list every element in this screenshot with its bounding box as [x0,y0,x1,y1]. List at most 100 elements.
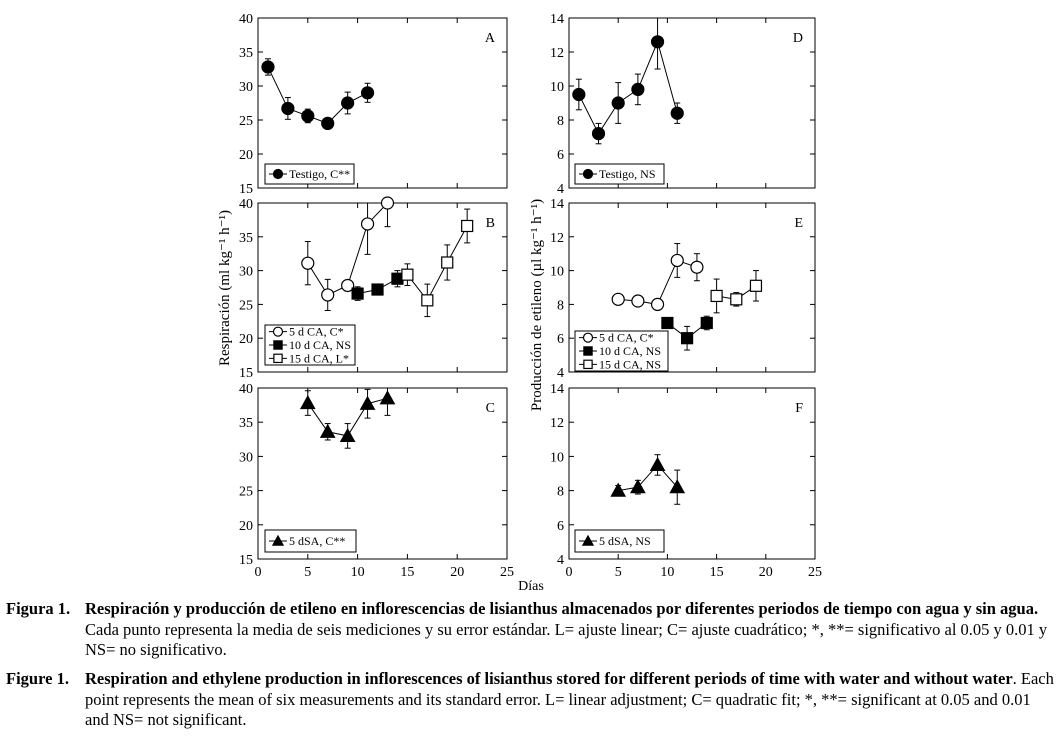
legend: 5 d CA, C*10 d CA, NS15 d CA, L* [265,325,355,366]
legend-marker [274,327,283,336]
y-tick-label: 20 [239,148,253,163]
y-tick-label: 8 [557,485,564,500]
x-tick-label: 20 [450,565,464,580]
y-tick-label: 20 [239,519,253,534]
x-tick-label: 25 [500,565,514,580]
caption-en-label: Figure 1. [6,669,69,690]
x-tick-label: 5 [304,565,311,580]
x-tick-label: 0 [566,565,573,580]
data-point [632,83,644,95]
legend-marker [584,333,593,342]
legend-label: 10 d CA, NS [289,338,351,352]
data-point [422,295,433,306]
panel-letter: F [795,401,803,416]
y-tick-label: 25 [239,485,253,500]
legend-marker [274,341,282,349]
legend-label: 15 d CA, NS [599,357,661,371]
y-tick-label: 12 [550,231,564,246]
data-point [612,97,624,109]
figure-panels: Respiración (ml kg⁻¹ h⁻¹) Producción de … [0,0,1060,600]
legend-label: 5 dSA, NS [599,534,651,548]
y-tick-label: 6 [557,148,564,163]
data-point [731,294,742,305]
data-point [392,273,403,284]
caption-spanish: Figura 1. Respiración y producción de et… [6,599,1056,661]
y-tick-label: 4 [557,366,564,381]
data-point [671,254,683,266]
data-point [662,317,673,328]
panel-f: 4 6 8 10 12 14 0 5 10 15 20 25 F 5 dSA, NS [550,382,822,580]
y-tick-label: 30 [239,450,253,465]
caption-es-label: Figura 1. [6,599,70,620]
y-tick-label: 35 [239,231,253,246]
data-point [612,293,624,305]
y-tick-label: 20 [239,332,253,347]
y-tick-label: 15 [239,182,253,197]
series-line [618,465,677,491]
data-point [361,397,375,410]
y-tick-label: 30 [239,265,253,280]
y-tick-label: 30 [239,80,253,95]
data-point [321,425,335,438]
data-point [362,218,374,230]
legend-marker [274,354,282,362]
data-point [442,257,453,268]
data-point [651,458,665,471]
y-tick-label: 15 [239,366,253,381]
data-point [372,284,383,295]
data-point [701,317,712,328]
y-tick-label: 14 [550,382,564,397]
panel-d: 4 6 8 10 12 14 D Testigo, NS [550,12,815,197]
panel-letter: D [793,31,803,46]
panel-letter: A [485,31,496,46]
y-tick-label: 12 [550,416,564,431]
x-tick-label: 0 [255,565,262,580]
y-tick-label: 25 [239,114,253,129]
x-tick-label: 5 [615,565,622,580]
legend-label: 5 dSA, C** [289,534,345,548]
legend-marker [584,170,593,179]
legend: Testigo, NS [575,164,664,184]
y-axis-label-ethylene: Producción de etileno (µl kg⁻¹ h⁻¹) [529,199,545,411]
data-point [652,298,664,310]
data-point [322,289,334,301]
legend-label: 5 d CA, C* [599,331,654,345]
data-point [691,261,703,273]
x-tick-label: 10 [660,565,674,580]
y-tick-label: 12 [550,46,564,61]
legend: 5 dSA, NS [575,530,664,552]
data-point [671,107,683,119]
panel-letter: B [486,216,495,231]
y-tick-label: 40 [239,382,253,397]
y-tick-label: 40 [239,12,253,27]
data-point [682,333,693,344]
data-point [593,128,605,140]
data-point [352,288,363,299]
legend: 5 d CA, C*10 d CA, NS15 d CA, NS [575,331,668,372]
legend: Testigo, C** [265,164,354,184]
data-point [362,87,374,99]
caption-es-text: Cada punto representa la media de seis m… [85,620,1047,660]
y-axis-label-respiration: Respiración (ml kg⁻¹ h⁻¹) [217,210,233,366]
data-point [301,396,315,409]
series-line [268,67,368,123]
data-point [342,97,354,109]
y-tick-label: 10 [550,450,564,465]
caption-es-title: Respiración y producción de etileno en i… [85,599,1038,618]
y-tick-label: 10 [550,80,564,95]
y-tick-label: 6 [557,519,564,534]
caption-en-title: Respiration and ethylene production in i… [85,669,1013,688]
data-point [652,36,664,48]
y-tick-label: 15 [239,553,253,568]
x-tick-label: 15 [400,565,414,580]
legend-label: 15 d CA, L* [289,351,349,365]
y-tick-label: 40 [239,197,253,212]
legend-marker [584,347,592,355]
data-point [302,257,314,269]
legend: 5 dSA, C** [265,530,356,552]
y-tick-label: 4 [557,553,564,568]
legend-marker [274,170,283,179]
data-point [381,197,393,209]
series-line [407,226,467,300]
